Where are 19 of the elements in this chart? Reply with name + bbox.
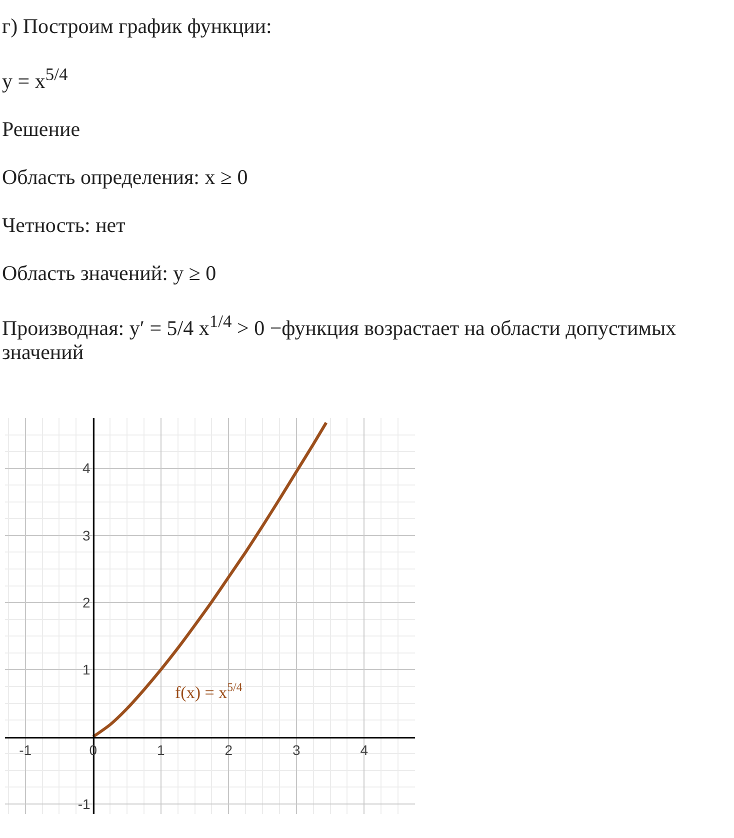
y-tick-label: 3: [82, 527, 90, 544]
text: Решение: [2, 117, 82, 141]
chart-subtitle: y = x$^{5/4}$: [2, 63, 69, 93]
x-tick-label: 4: [360, 742, 368, 758]
text: Четность: нет: [2, 213, 126, 237]
y-tick-label: 1: [82, 662, 90, 678]
x-tick-label: 1: [156, 742, 165, 758]
text: Производная: y′ = 5/4 x$^{1/4}$ > 0 −функция возрастает на области допустимых значений: [2, 311, 676, 364]
line-series: [92, 421, 328, 738]
y-tick-label: 4: [82, 460, 90, 476]
chart-title: г) Построим график функции:: [2, 14, 273, 38]
y-tick-label: 2: [82, 594, 90, 610]
x-tick-label: 3: [292, 742, 300, 758]
y-tick-label: -1: [78, 796, 91, 812]
x-tick-label: 2: [224, 742, 233, 758]
x-tick-label: -1: [19, 742, 32, 758]
text: Область значений: y ≥ 0: [2, 261, 218, 285]
text: Область определения: x ≥ 0: [2, 165, 249, 189]
series-label: f(x) = x$^{5/4}$: [175, 680, 242, 702]
